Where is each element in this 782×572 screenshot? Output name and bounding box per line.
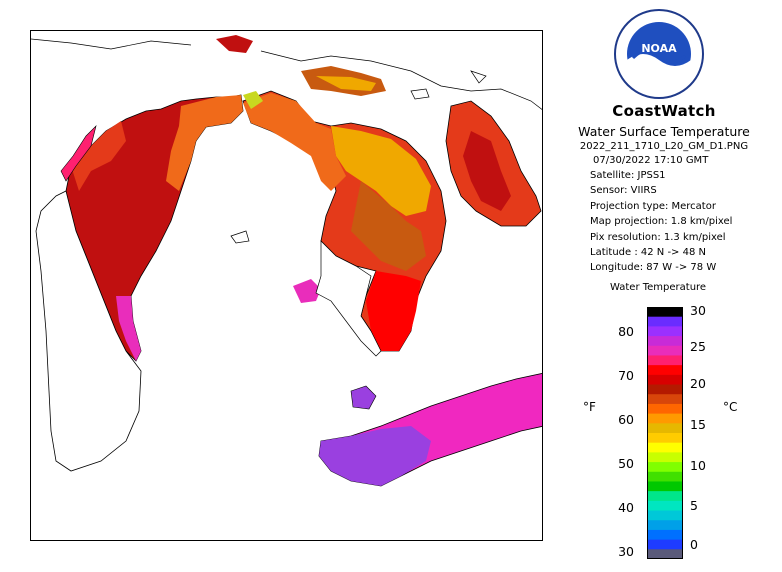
lake-erie-west-basin xyxy=(319,426,431,486)
lake-huron-dark-zone xyxy=(351,181,426,271)
c-tick: 25 xyxy=(690,339,706,354)
green-bay-shape xyxy=(60,125,97,182)
f-tick: 40 xyxy=(618,500,634,515)
datetime-label: 07/30/2022 17:10 GMT xyxy=(593,155,709,166)
colorbar-swatch xyxy=(647,529,683,541)
map-projection-label: Map projection: 1.8 km/pixel xyxy=(590,216,733,227)
lake-huron-gold-zone xyxy=(331,126,431,216)
filename-label: 2022_211_1710_L20_GM_D1.PNG xyxy=(579,141,749,152)
colorbar-swatch xyxy=(647,307,683,318)
c-tick: 15 xyxy=(690,417,706,432)
colorbar-swatch xyxy=(647,433,683,444)
logo-name: NOAA xyxy=(641,42,677,55)
f-tick: 30 xyxy=(618,544,634,559)
c-tick: 20 xyxy=(690,376,706,391)
celsius-unit: °C xyxy=(723,400,738,414)
colorbar-swatch xyxy=(647,355,683,366)
colorbar-swatch xyxy=(647,442,683,453)
colorbar-swatch xyxy=(647,374,683,386)
colorbar-swatch xyxy=(647,471,683,483)
colorbar-swatch xyxy=(647,539,683,550)
pix-resolution-label: Pix resolution: 1.3 km/pixel xyxy=(590,232,726,243)
lake-huron-south-red xyxy=(366,271,421,351)
colorbar-swatch xyxy=(647,481,683,492)
latitude-label: Latitude : 42 N -> 48 N xyxy=(590,247,706,258)
colorbar-title: Water Temperature xyxy=(610,282,707,293)
brand-title: CoastWatch xyxy=(612,102,716,120)
colorbar-swatch xyxy=(647,549,683,559)
colorbar-swatch xyxy=(647,452,683,463)
colorbar-swatch xyxy=(647,491,683,502)
f-tick: 80 xyxy=(618,324,634,339)
colorbar-swatch xyxy=(647,336,683,347)
f-tick: 70 xyxy=(618,368,634,383)
c-tick: 30 xyxy=(690,303,706,318)
lake-michigan-west-band xyxy=(71,121,126,191)
c-tick: 10 xyxy=(690,458,706,473)
c-tick: 0 xyxy=(690,537,698,552)
colorbar-swatch xyxy=(647,384,683,395)
colorbar-border xyxy=(647,307,683,559)
coastline-islands xyxy=(230,70,487,244)
colorbar-swatch xyxy=(647,326,683,337)
projection-type-label: Projection type: Mercator xyxy=(590,201,716,212)
satellite-label: Satellite: JPSS1 xyxy=(590,170,666,181)
colorbar-swatch xyxy=(647,500,683,512)
georgian-bay-dark xyxy=(463,131,511,211)
colorbar xyxy=(647,307,683,559)
noaa-logo-icon: NOAA xyxy=(614,9,704,99)
thumb-land xyxy=(315,240,382,357)
fahrenheit-unit: °F xyxy=(583,400,596,414)
lake-michigan-east-band xyxy=(166,95,243,191)
colorbar-swatch xyxy=(647,423,683,434)
lake-michigan-south-basin xyxy=(35,190,142,472)
saginaw-bay-magenta xyxy=(293,279,321,303)
straits-yellow-green xyxy=(243,91,263,109)
map-panel xyxy=(30,30,543,541)
colorbar-swatch xyxy=(647,316,683,327)
colorbar-swatch xyxy=(647,413,683,424)
product-title: Water Surface Temperature xyxy=(578,124,750,139)
north-channel-gold xyxy=(316,76,376,91)
colorbar-swatch xyxy=(647,394,683,405)
colorbar-swatch xyxy=(647,345,683,357)
f-tick: 60 xyxy=(618,412,634,427)
lake-huron-orange-zone xyxy=(243,93,346,191)
colorbar-swatch xyxy=(647,462,683,473)
coastline-north-shore xyxy=(31,38,542,110)
f-tick: 50 xyxy=(618,456,634,471)
sst-map xyxy=(31,35,542,487)
c-tick: 5 xyxy=(690,498,698,513)
lake-superior-tip xyxy=(216,35,253,53)
colorbar-swatch xyxy=(647,403,683,415)
longitude-label: Longitude: 87 W -> 78 W xyxy=(590,262,717,273)
lake-michigan-south-shore xyxy=(116,296,141,361)
colorbar-swatch xyxy=(647,510,683,521)
colorbar-swatch xyxy=(647,520,683,531)
colorbar-swatch xyxy=(647,365,683,376)
lake-st-clair-shape xyxy=(350,385,377,410)
sensor-label: Sensor: VIIRS xyxy=(590,185,657,196)
